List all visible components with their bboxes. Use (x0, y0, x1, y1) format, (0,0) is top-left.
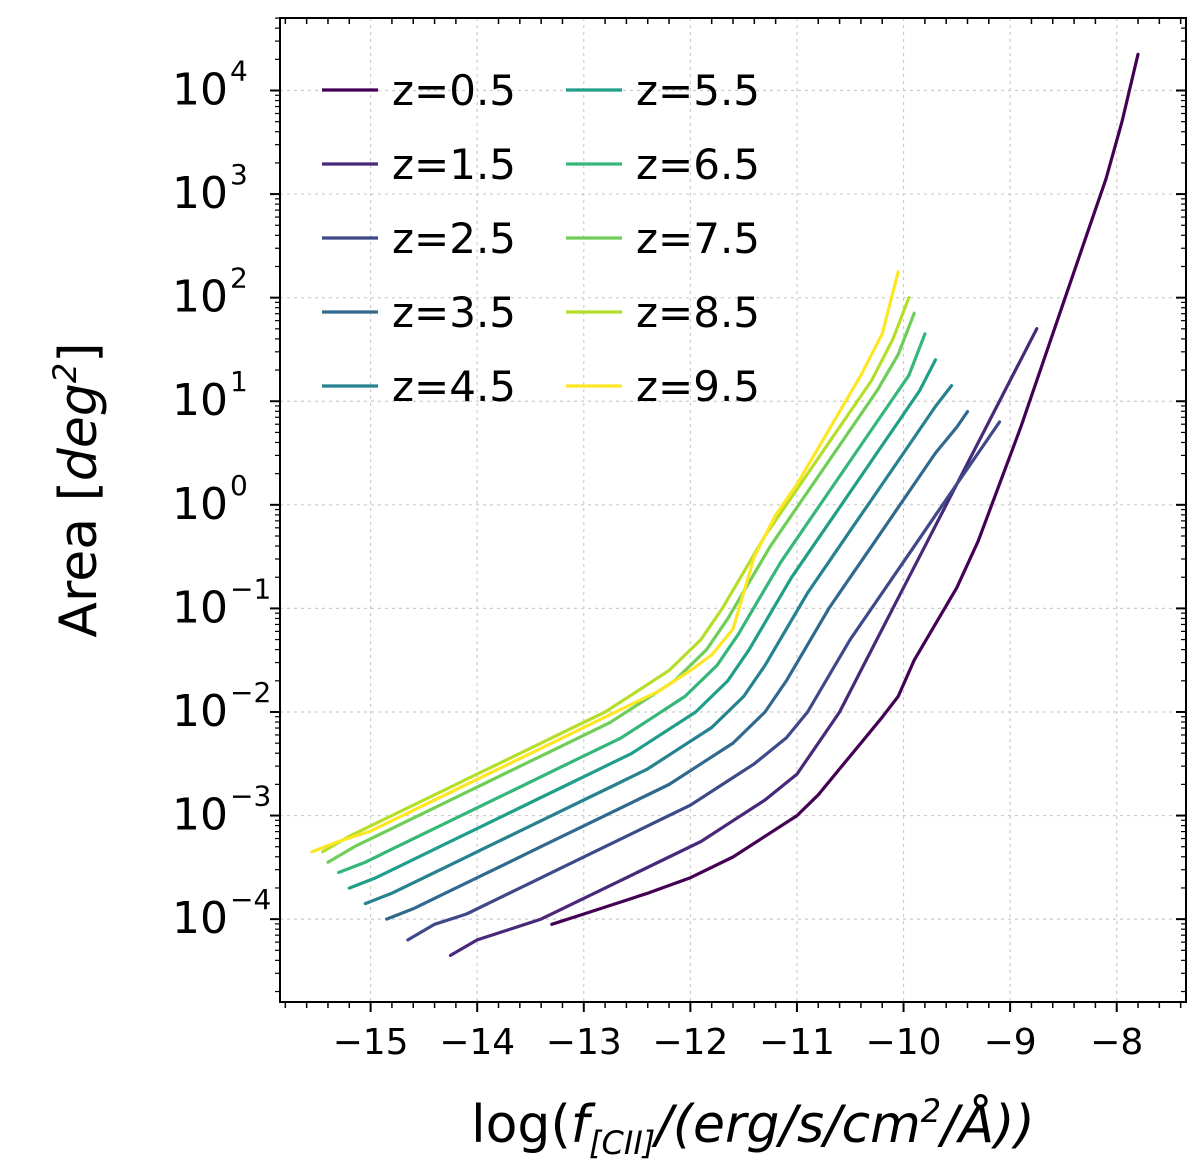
x-tick-label: −12 (652, 1022, 728, 1063)
y-tick-exponent: −4 (230, 883, 271, 916)
legend-label: z=3.5 (392, 288, 516, 337)
series-line-z=1.5 (448, 327, 1039, 958)
x-tick-label: −11 (759, 1022, 835, 1063)
x-tick-label: −9 (984, 1022, 1037, 1063)
xlabel-superscript: 2 (921, 1092, 941, 1130)
x-axis-label: log(f[CII]/(erg/s/cm2/Å)) (471, 1092, 1035, 1162)
legend-label: z=7.5 (636, 214, 760, 263)
x-tick-label: −15 (333, 1022, 409, 1063)
legend-label: z=8.5 (636, 288, 760, 337)
y-tick-exponent: −1 (230, 572, 271, 605)
legend-label: z=9.5 (636, 362, 760, 411)
series-line-z=2.5 (406, 420, 1002, 942)
x-tick-label: −10 (866, 1022, 942, 1063)
ylabel-end: ] (49, 342, 109, 362)
series-line-z=5.5 (347, 358, 938, 890)
legend-label: z=5.5 (636, 66, 760, 115)
series-line-z=9.5 (310, 270, 900, 854)
y-tick-label: 10 (172, 479, 228, 530)
legend: z=0.5 z=1.5 z=2.5 z=3.5 z=4.5 z=5.5 z=6.5 z=7.5… (322, 66, 760, 411)
y-tick-label: 10 (172, 375, 228, 426)
y-tick-label: 10 (172, 686, 228, 737)
xlabel-end: /Å)) (937, 1093, 1035, 1155)
legend-label: z=2.5 (392, 214, 516, 263)
y-tick-label: 10 (172, 65, 228, 116)
y-tick-exponent: 3 (230, 158, 248, 191)
y-tick-label: 10 (172, 168, 228, 219)
y-tick-label: 10 (172, 582, 228, 633)
series-line-z=3.5 (385, 410, 970, 921)
xlabel-units: /(erg/s/cm (651, 1095, 921, 1155)
ylabel-superscript: 2 (46, 363, 84, 383)
series-line-z=4.5 (363, 384, 954, 906)
tick-labels: −15 −14 −13 −12 −11 −10 −9 −810−410−310−210−110… (172, 55, 1143, 1063)
y-tick-exponent: 4 (230, 55, 248, 88)
series-line-z=0.5 (550, 52, 1140, 926)
ylabel-unit: deg (49, 383, 109, 481)
y-tick-exponent: 2 (230, 262, 248, 295)
x-tick-label: −14 (439, 1022, 515, 1063)
legend-label: z=4.5 (392, 362, 516, 411)
x-tick-label: −8 (1090, 1022, 1143, 1063)
y-tick-label: 10 (172, 790, 228, 841)
legend-label: z=1.5 (392, 140, 516, 189)
y-tick-exponent: 1 (230, 365, 248, 398)
y-tick-label: 10 (172, 272, 228, 323)
y-axis-label: Area [deg2] (46, 342, 109, 637)
series-line-z=8.5 (321, 296, 911, 854)
x-tick-label: −13 (546, 1022, 622, 1063)
xlabel-prefix: log( (471, 1095, 571, 1155)
y-tick-exponent: 0 (230, 469, 248, 502)
y-tick-exponent: −3 (230, 780, 271, 813)
series-line-z=6.5 (337, 332, 927, 875)
ticks (270, 17, 1186, 1012)
legend-label: z=0.5 (392, 66, 516, 115)
xlabel-subscript: [CII] (589, 1124, 655, 1162)
y-tick-label: 10 (172, 893, 228, 944)
legend-label: z=6.5 (636, 140, 760, 189)
ylabel-prefix: Area [ (49, 481, 109, 637)
series-layer (310, 52, 1140, 958)
y-tick-exponent: −2 (230, 676, 271, 709)
